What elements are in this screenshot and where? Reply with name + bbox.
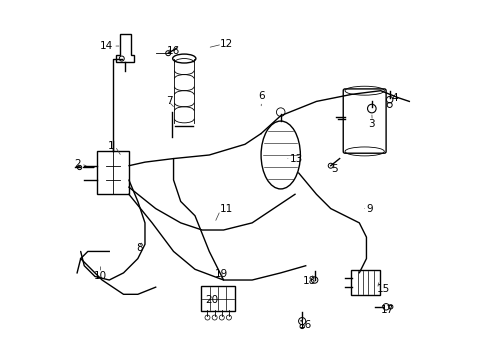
Text: 20: 20 [206,295,219,305]
Text: 19: 19 [215,269,228,279]
Text: 11: 11 [220,203,233,213]
Text: 12: 12 [220,39,233,49]
Text: 9: 9 [367,203,373,213]
Text: 3: 3 [368,119,375,129]
Text: 15: 15 [377,284,391,294]
Text: 14: 14 [99,41,113,51]
Text: 16: 16 [298,320,312,330]
Text: 13: 13 [290,154,303,163]
Text: 5: 5 [331,164,337,174]
Text: 8: 8 [136,243,143,253]
Text: 17: 17 [381,305,394,315]
Text: 16: 16 [167,46,180,57]
Text: 10: 10 [94,271,107,281]
Text: 4: 4 [392,93,398,103]
Text: 1: 1 [108,141,115,151]
Text: 2: 2 [74,159,81,169]
Text: 7: 7 [167,96,173,107]
Text: 18: 18 [303,276,316,287]
Text: 6: 6 [258,91,265,102]
